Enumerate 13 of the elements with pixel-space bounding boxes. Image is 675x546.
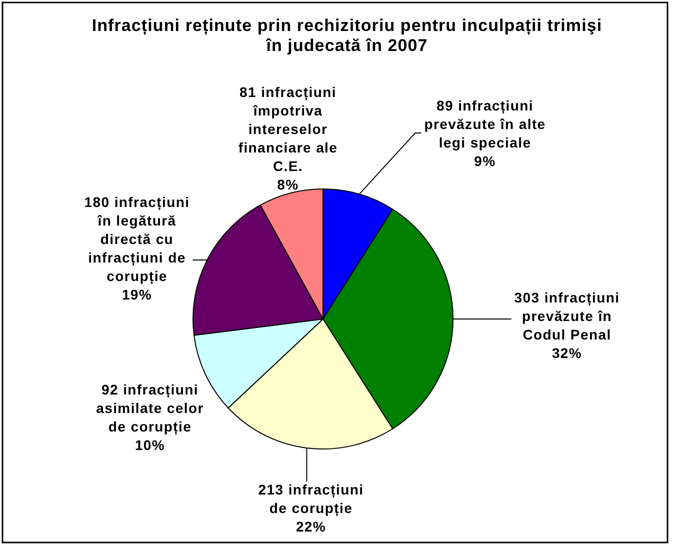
slice-label: 213 infracțiuni de corupție: [258, 482, 364, 517]
slice-label: 180 infracțiuni în legătură directă cu infracțiuni de corupție: [84, 194, 190, 285]
data-label: 32%: [552, 344, 582, 361]
data-label: 19%: [122, 286, 152, 302]
slice-label: 89 infracțiuni prevăzute în alte legi speciale: [424, 97, 546, 150]
data-label: 8%: [277, 176, 299, 192]
slice-label: 92 infracțiuni asimilate celor de corupție: [96, 381, 204, 436]
slice-label: 81 infracțiuni împotriva intereselor financiare ale C.E.: [238, 84, 338, 174]
chart-title: Infracțiuni reținute prin rechizitoriu pentru inculpații trimişi în judecată în 2007: [92, 16, 602, 55]
data-label: 22%: [296, 518, 326, 534]
data-label: 9%: [474, 152, 496, 169]
slice-label: 303 infracțiuni prevăzute în Codul Penal: [514, 289, 620, 342]
data-label: 10%: [134, 436, 166, 453]
